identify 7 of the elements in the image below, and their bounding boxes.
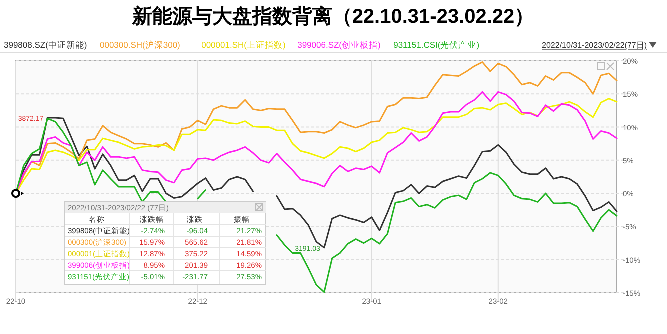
chart-title: 新能源与大盘指数背离（22.10.31-23.02.22） xyxy=(131,5,535,28)
text: 2022/10/31-2023/02/22(77日) xyxy=(542,41,648,50)
text: 931151.CSI(光伏产业) xyxy=(394,40,480,50)
text: 000300.SH(沪深300) xyxy=(100,40,181,50)
text: 000001.SH(上证指数) xyxy=(202,40,286,50)
text: 399006.SZ(创业板指) xyxy=(298,40,382,50)
text: 399808.SZ(中证新能) xyxy=(4,40,88,50)
